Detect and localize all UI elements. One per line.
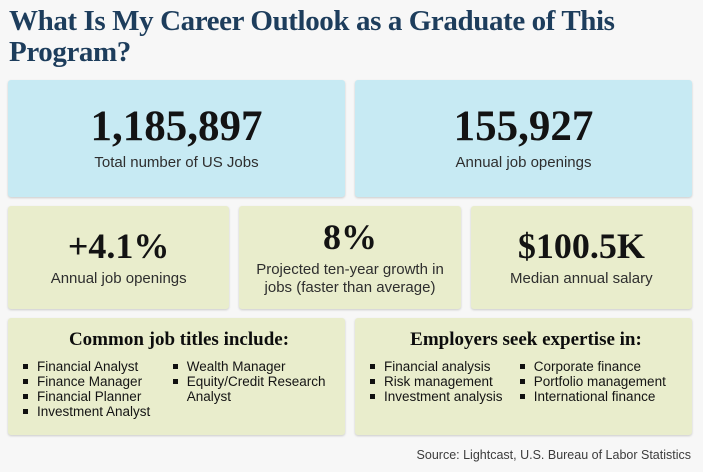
list-item: Financial Planner (23, 389, 173, 404)
expertise-columns: Financial analysis Risk management Investm… (370, 359, 682, 404)
list-item: Financial Analyst (23, 359, 173, 374)
square-bullet-icon (370, 364, 375, 369)
list-item: Financial analysis (370, 359, 520, 374)
stat-card-total-us-jobs: 1,185,897 Total number of US Jobs (8, 80, 345, 197)
list-item: Equity/Credit Research Analyst (172, 374, 335, 404)
list-item: Portfolio management (519, 374, 682, 389)
list-item-label: Financial analysis (384, 359, 491, 374)
list-item-label: Financial Analyst (37, 359, 139, 374)
expertise-heading: Employers seek expertise in: (410, 329, 642, 350)
list-item: Investment analysis (370, 389, 520, 404)
list-item: Investment Analyst (23, 404, 173, 419)
list-item: International finance (519, 389, 682, 404)
square-bullet-icon (172, 364, 178, 369)
list-item-label: Portfolio management (533, 374, 666, 389)
list-item-label: Risk management (384, 374, 493, 389)
square-bullet-icon (23, 364, 28, 369)
stat-value: +4.1% (67, 225, 170, 266)
list-item-label: Finance Manager (37, 374, 143, 389)
job-titles-columns: Financial Analyst Finance Manager Financia… (23, 359, 335, 419)
stat-label: Annual job openings (50, 269, 187, 287)
square-bullet-icon (519, 394, 525, 399)
square-bullet-icon (23, 409, 28, 414)
stat-card-ten-year-growth: 8% Projected ten-year growth in jobs (fa… (239, 206, 461, 309)
expertise-column-1: Financial analysis Risk management Investm… (370, 359, 520, 404)
stat-value: 8% (322, 216, 377, 257)
stat-label: Total number of US Jobs (94, 154, 259, 171)
stat-card-annual-openings-pct: +4.1% Annual job openings (8, 206, 230, 309)
job-titles-box: Common job titles include: Financial Ana… (8, 318, 345, 435)
square-bullet-icon (23, 379, 28, 384)
square-bullet-icon (519, 379, 525, 384)
stat-value: $100.5K (517, 225, 645, 266)
primary-stats-row: 1,185,897 Total number of US Jobs 155,92… (8, 80, 692, 197)
stat-label: Median annual salary (510, 269, 653, 287)
stat-value: 155,927 (453, 103, 594, 150)
square-bullet-icon (370, 379, 375, 384)
list-item: Corporate finance (519, 359, 682, 374)
list-item: Risk management (370, 374, 520, 389)
list-item-label: Investment Analyst (37, 404, 151, 419)
square-bullet-icon (370, 394, 375, 399)
expertise-box: Employers seek expertise in: Financial a… (355, 318, 692, 435)
list-item-label: Wealth Manager (186, 359, 286, 374)
stat-label: Projected ten-year growth in jobs (faste… (256, 260, 444, 296)
page-title: What Is My Career Outlook as a Graduate … (9, 5, 615, 68)
lists-row: Common job titles include: Financial Ana… (8, 318, 692, 435)
list-item-label: International finance (533, 389, 656, 404)
list-item-label: Investment analysis (384, 389, 503, 404)
list-item-label: Financial Planner (37, 389, 142, 404)
job-titles-column-1: Financial Analyst Finance Manager Financia… (23, 359, 173, 419)
job-titles-heading: Common job titles include: (68, 329, 290, 350)
job-titles-column-2: Wealth Manager Equity/Credit Research Ana… (172, 359, 335, 419)
square-bullet-icon (172, 379, 178, 384)
expertise-column-2: Corporate finance Portfolio management Int… (519, 359, 682, 404)
list-item-label: Corporate finance (533, 359, 642, 374)
stat-card-median-salary: $100.5K Median annual salary (470, 206, 692, 309)
square-bullet-icon (23, 394, 28, 399)
stat-label: Annual job openings (455, 154, 592, 171)
list-item: Wealth Manager (172, 359, 335, 374)
secondary-stats-row: +4.1% Annual job openings 8% Projected t… (8, 206, 692, 309)
list-item: Finance Manager (23, 374, 173, 389)
stat-value: 1,185,897 (90, 103, 263, 150)
source-note: Source: Lightcast, U.S. Bureau of Labor … (416, 448, 691, 462)
square-bullet-icon (519, 364, 525, 369)
list-item-label: Equity/Credit Research Analyst (186, 374, 326, 404)
stat-card-annual-openings: 155,927 Annual job openings (355, 80, 692, 197)
